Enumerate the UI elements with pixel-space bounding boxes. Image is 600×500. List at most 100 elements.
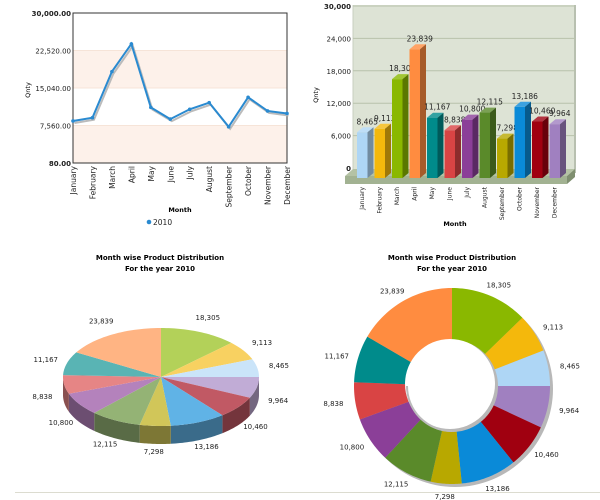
doughnut-data-label: 10,460	[534, 451, 559, 459]
bar-y-tick-label: 30,000	[324, 3, 351, 11]
doughnut-slice-march	[452, 288, 523, 354]
line-x-axis-title: Month	[168, 206, 192, 214]
doughnut-slice-june	[354, 382, 409, 420]
doughnut-data-label: 8,465	[560, 363, 580, 371]
line-series-2010	[72, 41, 288, 129]
bar-side-june	[455, 125, 461, 178]
pie3d-slice-april	[76, 328, 161, 377]
line-band	[73, 50, 287, 88]
bar-may	[427, 117, 438, 178]
bar-y-tick-label: 6,000	[331, 133, 351, 141]
pie3d-slice-august	[94, 377, 161, 425]
line-y-tick-label: 22,520.00	[35, 48, 71, 56]
line-x-tick-label: April	[127, 166, 136, 183]
line-x-tick-label: December	[283, 165, 292, 205]
doughnut-title: Month wise Product Distribution	[387, 254, 517, 262]
divider	[15, 492, 600, 493]
bar-y-tick-label: 12,000	[327, 100, 352, 108]
doughnut-slice-october	[456, 421, 514, 484]
pie3d-data-label: 18,305	[196, 314, 221, 322]
line-point-may	[149, 105, 153, 110]
line-x-tick-label: November	[264, 165, 273, 205]
bar-data-label: 7,298	[497, 124, 519, 133]
bar-data-label: 12,115	[477, 98, 503, 107]
bar-data-label: 10,460	[529, 107, 555, 116]
line-y-tick-label: 80.00	[49, 160, 71, 168]
line-point-january	[71, 119, 75, 123]
pie3d-slice-february	[161, 342, 253, 377]
pie3d-slice-july	[68, 377, 161, 413]
bar-x-tick-label: May	[429, 187, 436, 200]
line-point-august	[207, 100, 211, 105]
pie3d-data-label: 12,115	[93, 441, 118, 449]
bar-side-september	[507, 133, 514, 178]
pie3d-side-july	[68, 393, 95, 431]
bar-top-may	[427, 112, 444, 118]
bar-december	[549, 124, 560, 178]
bar-x-tick-label: April	[412, 187, 419, 201]
pie3d-slice-december	[161, 376, 259, 398]
line-point-november	[265, 109, 270, 113]
pie3d-slice-june	[63, 375, 161, 394]
bar-floor-side	[567, 169, 575, 184]
bar-y-tick-label: 18,000	[327, 68, 352, 76]
pie3d-data-label: 11,167	[34, 356, 59, 364]
doughnut-data-label: 11,167	[325, 352, 350, 360]
bar-x-tick-label: January	[359, 187, 366, 211]
bar-data-label: 9,113	[374, 114, 396, 123]
doughnut-slice-february	[485, 317, 544, 370]
bar-side-february	[385, 123, 391, 178]
pie3d-data-label: 8,838	[32, 393, 52, 401]
bar-top-june	[444, 125, 461, 131]
pie3d-slice-november	[161, 377, 250, 416]
doughnut-data-label: 13,186	[485, 485, 510, 493]
pie3d-slice-march	[161, 328, 232, 377]
bar-y-tick-label: 0	[346, 165, 351, 173]
bar-january	[357, 132, 368, 178]
line-y-axis-title: Qnty	[24, 82, 32, 98]
doughnut-slice-november	[480, 405, 541, 463]
bar-top-october	[514, 101, 531, 107]
bar-y-axis-title: Qnty	[312, 87, 320, 103]
doughnut-data-label: 12,115	[384, 480, 409, 488]
bar-data-label: 11,167	[424, 103, 450, 112]
pie3d-side-october	[170, 415, 223, 444]
bar-x-tick-label: December	[552, 186, 559, 218]
line-point-october	[246, 95, 250, 100]
legend-label-2010: 2010	[153, 218, 172, 227]
doughnut-slice-july	[359, 401, 421, 458]
bar-top-january	[357, 127, 374, 133]
line-x-tick-label: February	[88, 165, 97, 199]
bar-march	[392, 79, 403, 178]
line-x-tick-label: July	[186, 165, 195, 180]
line-point-december	[285, 111, 289, 116]
pie3d-data-label: 23,839	[89, 318, 114, 326]
bar-y-tick-label: 24,000	[327, 35, 352, 43]
doughnut-slice-september	[430, 430, 462, 484]
line-point-february	[90, 115, 95, 120]
pie3d-side-june	[63, 377, 69, 412]
bar-side-january	[367, 127, 374, 178]
bar-side-august	[490, 107, 496, 178]
line-x-tick-label: March	[108, 166, 117, 189]
doughnut-inner-shadow	[406, 385, 453, 432]
doughnut-slice-january	[494, 350, 550, 386]
bar-august	[479, 112, 490, 178]
bar-data-label: 9,964	[549, 109, 571, 118]
line-y-tick-label: 30,000.00	[32, 10, 72, 18]
bar-june	[444, 130, 455, 178]
doughnut-subtitle: For the year 2010	[416, 265, 488, 273]
bar-side-march	[402, 74, 409, 178]
line-x-tick-label: June	[166, 166, 175, 184]
pie3d-slice-october	[161, 377, 223, 426]
bar-february	[374, 128, 385, 178]
bar-july	[462, 119, 473, 178]
doughnut-data-label: 10,800	[340, 444, 365, 452]
line-y-tick-label: 7,560.00	[40, 123, 71, 131]
bar-data-label: 8,465	[357, 117, 379, 126]
doughnut-data-label: 8,838	[323, 400, 343, 408]
line-point-september	[226, 125, 231, 129]
doughnut-slice-may	[354, 336, 413, 385]
pie3d-title: Month wise Product Distribution	[95, 254, 225, 262]
